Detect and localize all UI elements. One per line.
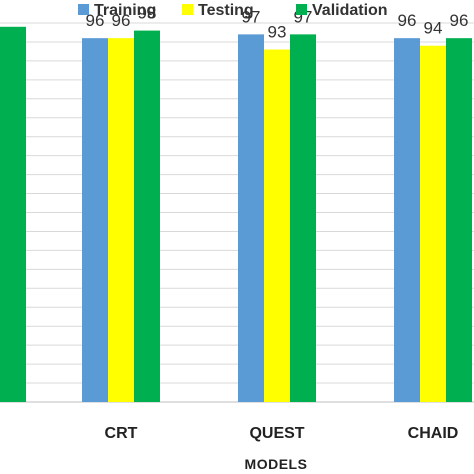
legend-swatch: [78, 4, 89, 15]
bar-testing-chaid: [420, 45, 446, 403]
legend-label: Validation: [312, 2, 388, 19]
data-label: 96: [398, 11, 417, 30]
data-label: 97: [242, 7, 261, 26]
bar-training-crt: [82, 38, 108, 402]
data-label: 96: [112, 11, 131, 30]
data-label: 96: [86, 11, 105, 30]
category-label: CRT: [105, 425, 138, 442]
legend-swatch: [182, 4, 193, 15]
bar-validation: [0, 26, 26, 402]
bar-validation-quest: [290, 34, 316, 403]
category-label: CHAID: [408, 425, 459, 442]
category-label: QUEST: [249, 425, 304, 442]
data-label: 93: [268, 23, 287, 42]
legend-label: Testing: [198, 2, 254, 19]
data-label: 96: [450, 11, 469, 30]
bar-testing-quest: [264, 49, 290, 402]
bar-training-quest: [238, 34, 264, 403]
legend: Training Testing Validation: [78, 2, 388, 19]
data-label: 94: [424, 19, 443, 38]
bar-validation-chaid: [446, 38, 472, 402]
legend-swatch: [296, 4, 307, 15]
legend-label: Training: [94, 2, 156, 19]
category-labels: CRT QUEST CHAID: [105, 425, 459, 442]
x-axis-title: MODELS: [245, 456, 308, 472]
bar-training-chaid: [394, 38, 420, 402]
bar-testing-crt: [108, 38, 134, 402]
bar-validation-crt: [134, 30, 160, 403]
bars: [0, 26, 472, 403]
data-label: 98: [138, 4, 157, 23]
